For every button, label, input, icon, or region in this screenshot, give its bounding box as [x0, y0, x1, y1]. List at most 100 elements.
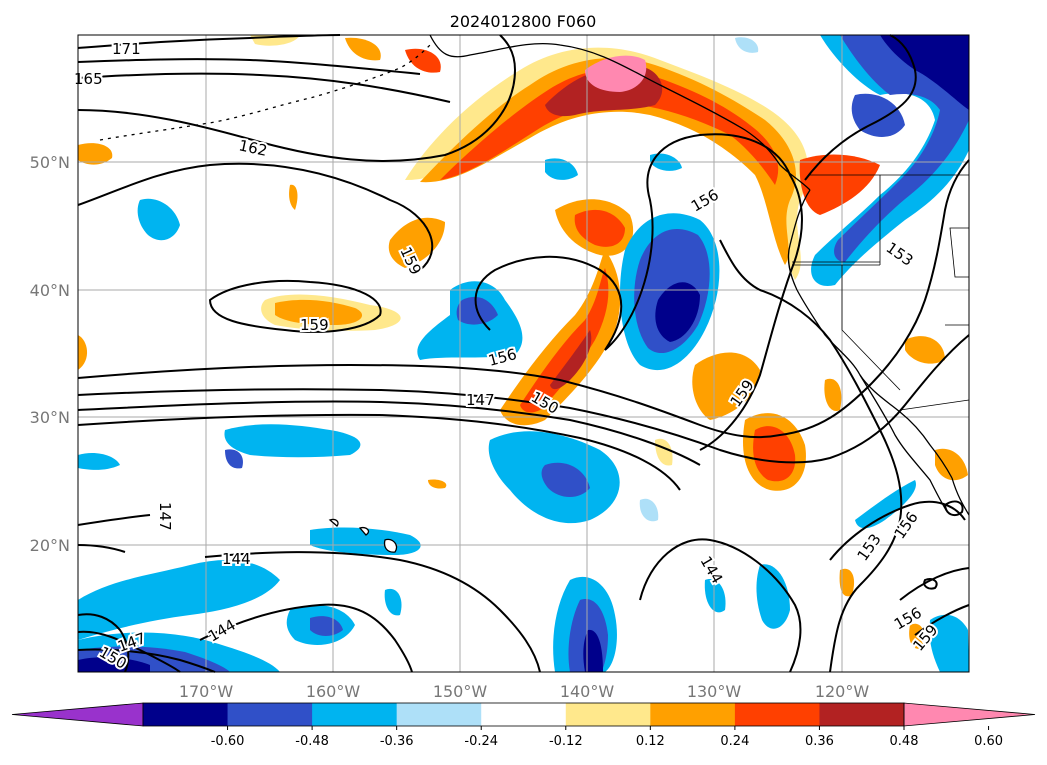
- contour-159-se: [914, 604, 970, 636]
- contour-150-sw: [77, 613, 130, 673]
- warm-blob-small-1: [824, 378, 842, 411]
- lon-tick-label: 150°W: [433, 682, 488, 701]
- warm-blob-north-pac: [388, 217, 445, 268]
- colorbar-segment: [565, 703, 651, 726]
- cool-blob-e3: [851, 93, 905, 137]
- colorbar-tick-label: 0.36: [805, 734, 834, 749]
- lat-tick-label: 50°N: [30, 153, 70, 172]
- colorbar-frame: [142, 702, 905, 727]
- colorbar-segment: [396, 703, 482, 726]
- coastline-baja: [859, 374, 947, 511]
- warm-blob-aleutian: [78, 143, 113, 165]
- contour-144-west: [77, 544, 126, 553]
- contour-165: [77, 72, 451, 103]
- contour-156-central: [474, 133, 803, 451]
- lon-tick-labels: 170°W 160°W 150°W 140°W 130°W 120°W: [179, 682, 870, 701]
- contour-156-se-b: [899, 567, 970, 601]
- contour-168: [77, 58, 421, 75]
- lon-tick-label: 160°W: [306, 682, 361, 701]
- contour-147-a: [77, 334, 970, 464]
- hawaii-islands: [328, 518, 398, 553]
- contour-159-north: [77, 162, 434, 271]
- contour-label: 144: [222, 550, 251, 568]
- colorbar-extend-low: [11, 702, 144, 727]
- contour-147-c: [77, 413, 681, 491]
- warm-blob-small-6: [345, 37, 381, 61]
- map-frame: [77, 34, 970, 673]
- warm-band-subtropical-core: [550, 330, 592, 390]
- contour-156-se: [829, 500, 966, 561]
- cool-core-s-pac: [583, 629, 603, 672]
- cool-band-tropics-west: [78, 560, 280, 640]
- cool-blob-w2: [78, 453, 120, 470]
- coastline-bc-washington: [787, 189, 811, 291]
- cool-blob-e9: [639, 498, 659, 522]
- lon-tick-label: 130°W: [687, 682, 742, 701]
- cool-blob-w4: [225, 449, 243, 469]
- contour-159-loop: [208, 279, 382, 333]
- colorbar-segment: [734, 703, 820, 726]
- contour-mexico-loop: [943, 500, 964, 517]
- contour-156-east: [804, 34, 917, 181]
- contour-144-center: [204, 551, 541, 673]
- contour-label: 147: [466, 391, 495, 409]
- lat-tick-labels: 50°N 40°N 30°N 20°N: [30, 153, 70, 555]
- colorbar: -0.60 -0.48 -0.36 -0.24 -0.12 0.12 0.24 0.36 0.4…: [11, 702, 1036, 749]
- lat-tick-label: 30°N: [30, 408, 70, 427]
- border-us-mexico: [899, 399, 970, 411]
- contour-150: [77, 159, 970, 439]
- cool-core-central: [655, 282, 700, 342]
- cool-blob-w3: [224, 424, 361, 458]
- cool-blob-e1: [704, 579, 726, 613]
- colorbar-tick-label: -0.48: [295, 734, 329, 749]
- lat-tick-label: 40°N: [30, 281, 70, 300]
- lon-tick-label: 170°W: [179, 682, 234, 701]
- warm-blob-small-9: [428, 479, 447, 489]
- contour-small-loop: [923, 578, 938, 590]
- colorbar-tick-label: -0.60: [211, 734, 245, 749]
- colorbar-tick-label: -0.24: [464, 734, 498, 749]
- border-nevada-california: [841, 265, 901, 391]
- map-panel: 171 165 162 159 159 156 156 153 150 147 …: [72, 34, 970, 675]
- colorbar-segment: [312, 703, 398, 726]
- warm-band-subtropical: [500, 250, 621, 426]
- colorbar-extend-high: [903, 702, 1036, 727]
- warm-blob-ne-coast: [799, 154, 880, 215]
- cool-blob-e2: [756, 564, 790, 629]
- lon-tick-label: 120°W: [815, 682, 870, 701]
- lon-tick-label: 140°W: [560, 682, 615, 701]
- warm-blob-mexico: [935, 448, 968, 481]
- cool-blob-w1: [137, 198, 180, 241]
- warm-blob-small-2: [839, 568, 855, 597]
- contour-label: 147: [156, 502, 174, 531]
- cool-core-sw: [78, 657, 150, 672]
- lat-tick-label: 20°N: [30, 536, 70, 555]
- cool-band-subtropical-blue: [541, 462, 590, 497]
- colorbar-segment: [481, 703, 567, 726]
- coastline-alaska: [429, 34, 811, 191]
- warm-band-core-red: [440, 69, 779, 185]
- warm-core-pink: [585, 55, 647, 92]
- warm-blob-small-7: [405, 48, 441, 73]
- cool-blob-e10: [384, 588, 402, 616]
- warm-blob-hawaii-north-orange: [275, 299, 363, 325]
- warm-blob-sw: [905, 336, 945, 364]
- aleutian-chain: [99, 44, 431, 141]
- warm-blob-small-8: [289, 184, 298, 210]
- warm-blob-west-edge: [78, 335, 88, 370]
- contour-147-sw: [77, 630, 181, 673]
- cool-blob-e4: [545, 158, 578, 180]
- cool-blob-tropics-center-blue: [310, 616, 343, 636]
- cool-blob-e6: [735, 37, 759, 53]
- map-title: 2024012800 F060: [450, 12, 597, 31]
- contour-147-west: [77, 514, 151, 526]
- colorbar-tick-label: 0.12: [636, 734, 665, 749]
- contour-label: 159: [300, 316, 329, 334]
- warm-blob-east-pac: [692, 352, 760, 420]
- contour-147-b: [77, 400, 701, 466]
- height-contours: [77, 34, 970, 673]
- colorbar-segment: [819, 703, 905, 726]
- colorbar-tick-label: -0.36: [380, 734, 414, 749]
- colorbar-segment: [650, 703, 736, 726]
